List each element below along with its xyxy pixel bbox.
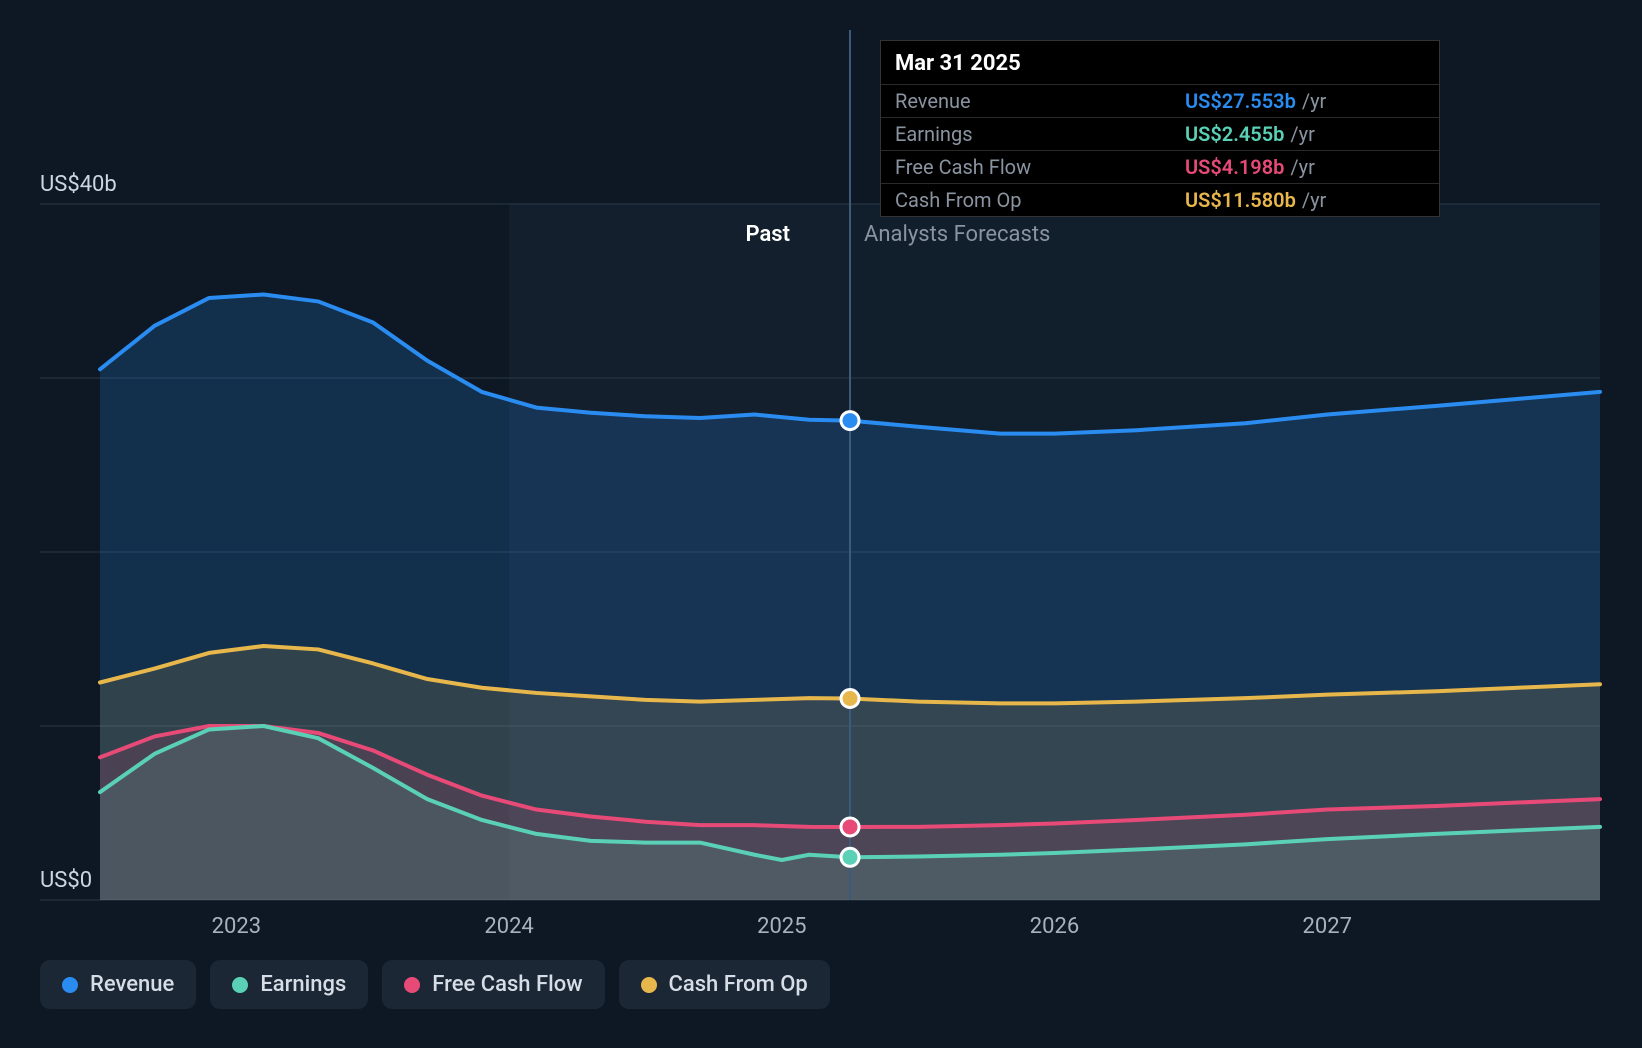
tooltip-row-value: US$27.553b [1185, 89, 1296, 113]
legend-item-label: Revenue [90, 972, 174, 997]
tooltip-row: Free Cash FlowUS$4.198b/yr [881, 150, 1439, 183]
financial-area-chart: US$40b US$0 2023 2024 2025 2026 2027 Past Ana… [0, 0, 1642, 1048]
tooltip-row-label: Cash From Op [895, 188, 1185, 212]
legend-swatch-icon [404, 977, 420, 993]
legend-item[interactable]: Earnings [210, 960, 368, 1009]
tooltip-row: Cash From OpUS$11.580b/yr [881, 183, 1439, 216]
x-axis-label: 2024 [484, 914, 533, 939]
y-axis-label: US$0 [40, 868, 92, 893]
tooltip-row: EarningsUS$2.455b/yr [881, 117, 1439, 150]
legend-item-label: Earnings [260, 972, 346, 997]
chart-legend: Revenue Earnings Free Cash Flow Cash From O… [40, 960, 830, 1009]
tooltip-row-value: US$4.198b [1185, 155, 1284, 179]
tooltip-date: Mar 31 2025 [881, 41, 1439, 84]
tooltip-row-suffix: /yr [1302, 89, 1327, 113]
legend-item[interactable]: Revenue [40, 960, 196, 1009]
tooltip-row-suffix: /yr [1290, 155, 1315, 179]
x-axis-label: 2025 [757, 914, 806, 939]
tooltip-row-suffix: /yr [1302, 188, 1327, 212]
chart-tooltip: Mar 31 2025 RevenueUS$27.553b/yrEarnings… [880, 40, 1440, 217]
tooltip-row: RevenueUS$27.553b/yr [881, 84, 1439, 117]
tooltip-row-value: US$11.580b [1185, 188, 1296, 212]
legend-item-label: Free Cash Flow [432, 972, 582, 997]
tooltip-row-suffix: /yr [1290, 122, 1315, 146]
legend-swatch-icon [62, 977, 78, 993]
legend-item-label: Cash From Op [669, 972, 808, 997]
legend-swatch-icon [232, 977, 248, 993]
tooltip-row-value: US$2.455b [1185, 122, 1284, 146]
past-label: Past [745, 222, 790, 247]
legend-swatch-icon [641, 977, 657, 993]
legend-item[interactable]: Cash From Op [619, 960, 830, 1009]
x-axis-label: 2023 [212, 914, 261, 939]
tooltip-row-label: Earnings [895, 122, 1185, 146]
x-axis-label: 2026 [1030, 914, 1079, 939]
tooltip-row-label: Free Cash Flow [895, 155, 1185, 179]
tooltip-row-label: Revenue [895, 89, 1185, 113]
legend-item[interactable]: Free Cash Flow [382, 960, 604, 1009]
forecast-label: Analysts Forecasts [864, 222, 1050, 247]
x-axis-label: 2027 [1303, 914, 1352, 939]
y-axis-label: US$40b [40, 172, 117, 197]
